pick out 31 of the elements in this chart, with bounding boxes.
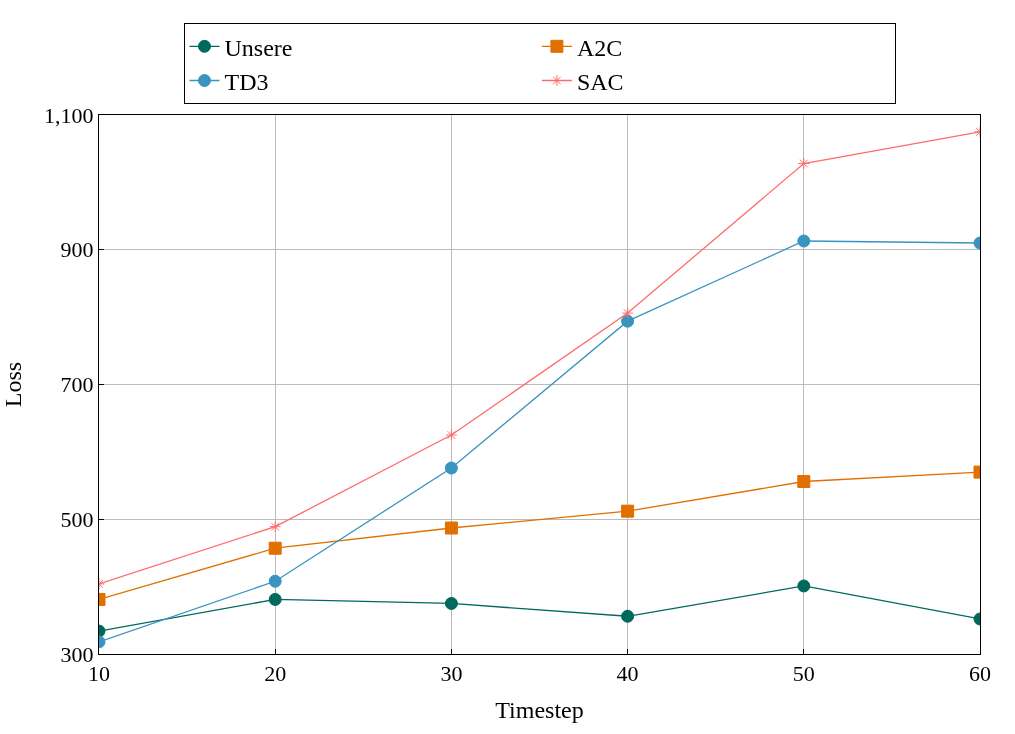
point: [621, 314, 635, 328]
y-axis-title: Loss: [0, 361, 27, 408]
point: [797, 579, 811, 593]
x-axis-title: Timestep: [495, 696, 584, 723]
x-tick-label: 50: [792, 661, 815, 687]
legend-label: Unsere: [224, 34, 293, 61]
point: [268, 592, 282, 606]
point: [621, 307, 634, 319]
legend-label: A2C: [576, 34, 623, 61]
legend-label: SAC: [576, 68, 624, 95]
x-tick-label: 40: [616, 661, 639, 687]
point: [797, 157, 810, 170]
point: [445, 429, 458, 441]
legend-label: TD3: [224, 68, 269, 95]
y-tick-label: 500: [60, 506, 94, 532]
point: [268, 541, 282, 555]
y-tick-label: 1,100: [44, 102, 94, 128]
point: [621, 504, 635, 518]
x-tick-label: 30: [440, 661, 463, 687]
y-tick-label: 700: [60, 372, 94, 398]
point: [444, 596, 458, 610]
point: [444, 461, 458, 475]
point: [797, 234, 811, 248]
point: [621, 609, 635, 623]
x-tick-label: 60: [969, 661, 991, 687]
point: [444, 521, 458, 535]
x-tick-label: 20: [264, 661, 287, 687]
point: [269, 520, 282, 533]
y-tick-label: 900: [60, 237, 94, 263]
point: [268, 574, 282, 588]
point: [797, 475, 811, 489]
